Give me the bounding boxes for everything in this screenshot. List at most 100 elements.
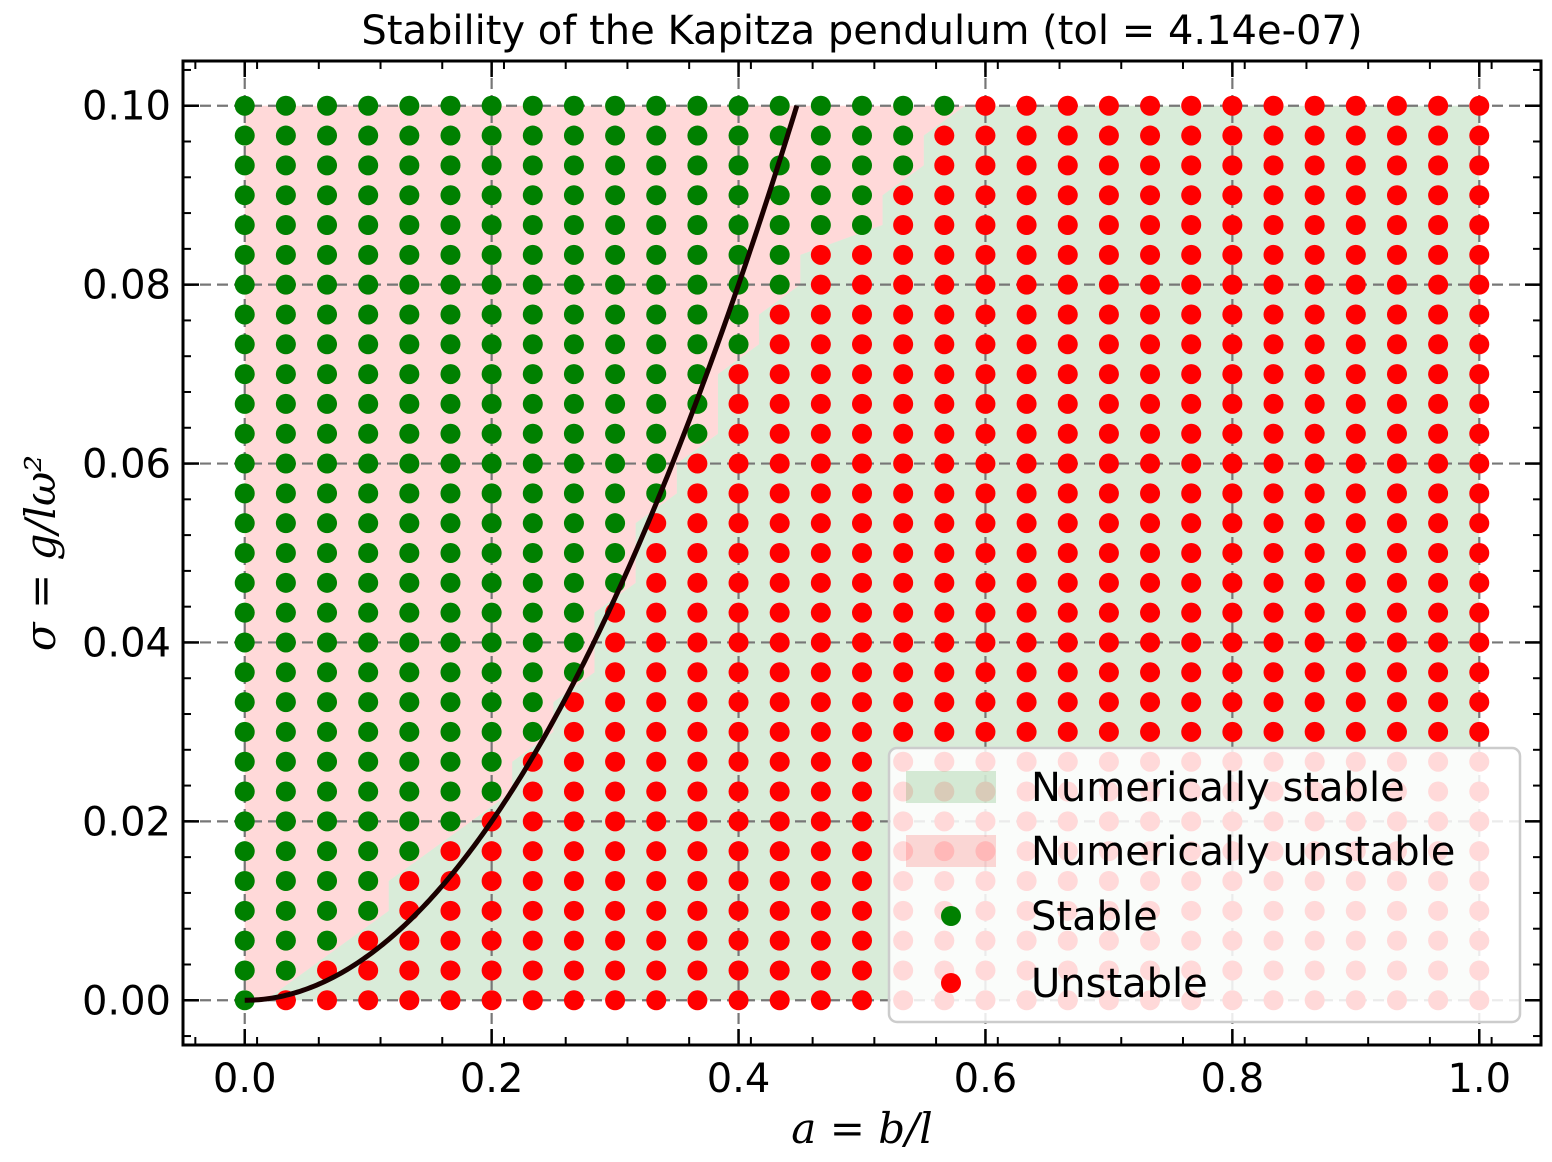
point-stable	[481, 602, 502, 623]
point-unstable	[934, 632, 955, 653]
point-unstable	[1263, 274, 1284, 295]
x-tick-label: 0.6	[954, 1056, 1018, 1102]
point-unstable	[1428, 572, 1449, 593]
point-unstable	[1181, 513, 1202, 534]
point-stable	[440, 781, 461, 802]
point-unstable	[687, 811, 708, 832]
point-unstable	[1386, 393, 1407, 414]
point-stable	[563, 274, 584, 295]
point-stable	[275, 602, 296, 623]
point-unstable	[605, 960, 626, 981]
point-unstable	[1345, 185, 1366, 206]
point-stable	[522, 721, 543, 742]
point-stable	[358, 632, 379, 653]
point-unstable	[1386, 125, 1407, 146]
point-stable	[605, 155, 626, 176]
point-unstable	[687, 692, 708, 713]
point-unstable	[728, 781, 749, 802]
point-unstable	[893, 364, 914, 385]
point-stable	[769, 215, 790, 236]
point-unstable	[934, 572, 955, 593]
point-unstable	[1140, 393, 1161, 414]
y-tick-label: 0.02	[82, 799, 171, 845]
point-stable	[522, 155, 543, 176]
point-unstable	[563, 990, 584, 1011]
point-unstable	[769, 602, 790, 623]
point-stable	[275, 215, 296, 236]
point-unstable	[769, 483, 790, 504]
point-unstable	[1057, 185, 1078, 206]
point-unstable	[810, 393, 831, 414]
point-unstable	[1016, 453, 1037, 474]
point-unstable	[1222, 513, 1243, 534]
point-unstable	[975, 304, 996, 325]
point-unstable	[769, 990, 790, 1011]
point-unstable	[1181, 95, 1202, 116]
point-unstable	[810, 811, 831, 832]
point-unstable	[1181, 274, 1202, 295]
point-unstable	[851, 304, 872, 325]
point-unstable	[605, 721, 626, 742]
point-stable	[317, 632, 338, 653]
boundary-curve	[244, 105, 800, 1003]
point-unstable	[1345, 692, 1366, 713]
point-stable	[893, 95, 914, 116]
point-unstable	[1469, 692, 1490, 713]
point-stable	[769, 185, 790, 206]
point-stable	[440, 692, 461, 713]
point-stable	[522, 572, 543, 593]
legend-label: Unstable	[1031, 961, 1208, 1007]
point-stable	[728, 185, 749, 206]
point-stable	[358, 453, 379, 474]
point-unstable	[810, 274, 831, 295]
point-unstable	[1140, 423, 1161, 444]
point-unstable	[728, 692, 749, 713]
point-unstable	[1469, 244, 1490, 265]
point-unstable	[605, 781, 626, 802]
point-stable	[358, 125, 379, 146]
point-stable	[646, 423, 667, 444]
point-stable	[399, 423, 420, 444]
point-unstable	[1386, 215, 1407, 236]
point-stable	[234, 572, 255, 593]
point-stable	[687, 244, 708, 265]
point-unstable	[769, 334, 790, 355]
point-unstable	[893, 692, 914, 713]
point-unstable	[810, 483, 831, 504]
point-stable	[605, 95, 626, 116]
point-stable	[481, 244, 502, 265]
point-unstable	[1098, 423, 1119, 444]
point-unstable	[728, 423, 749, 444]
point-unstable	[728, 900, 749, 921]
point-unstable	[728, 751, 749, 772]
point-stable	[646, 215, 667, 236]
point-stable	[275, 543, 296, 564]
point-unstable	[1057, 274, 1078, 295]
point-unstable	[851, 841, 872, 862]
point-unstable	[1428, 721, 1449, 742]
point-unstable	[358, 930, 379, 951]
point-stable	[522, 244, 543, 265]
point-stable	[399, 811, 420, 832]
point-stable	[522, 95, 543, 116]
point-stable	[234, 95, 255, 116]
point-unstable	[851, 811, 872, 832]
point-stable	[481, 483, 502, 504]
point-unstable	[1304, 572, 1325, 593]
point-stable	[563, 513, 584, 534]
point-unstable	[1386, 274, 1407, 295]
point-unstable	[1140, 692, 1161, 713]
point-unstable	[975, 95, 996, 116]
point-stable	[522, 632, 543, 653]
point-unstable	[893, 393, 914, 414]
x-axis-label: a = b/l	[791, 1104, 932, 1153]
point-stable	[358, 721, 379, 742]
point-stable	[317, 781, 338, 802]
point-stable	[358, 483, 379, 504]
point-unstable	[893, 304, 914, 325]
point-stable	[563, 453, 584, 474]
point-unstable	[975, 721, 996, 742]
point-unstable	[1345, 364, 1366, 385]
point-unstable	[893, 244, 914, 265]
point-stable	[440, 364, 461, 385]
